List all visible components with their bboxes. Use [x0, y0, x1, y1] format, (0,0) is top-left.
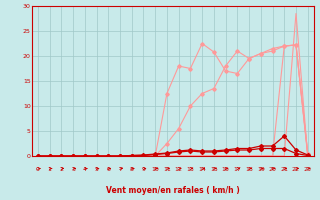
X-axis label: Vent moyen/en rafales ( km/h ): Vent moyen/en rafales ( km/h ) — [106, 186, 240, 195]
